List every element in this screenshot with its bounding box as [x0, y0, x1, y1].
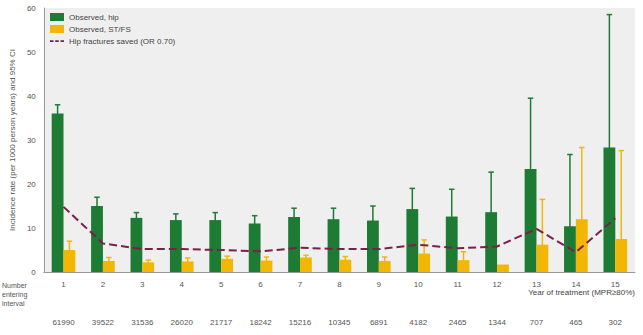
svg-text:39522: 39522 [92, 318, 115, 327]
svg-text:707: 707 [530, 318, 544, 327]
svg-text:18242: 18242 [249, 318, 272, 327]
svg-text:Observed, ST/FS: Observed, ST/FS [69, 25, 131, 34]
svg-text:60: 60 [27, 4, 36, 13]
svg-text:3: 3 [140, 280, 145, 289]
svg-text:15216: 15216 [289, 318, 312, 327]
svg-text:Observed, hip: Observed, hip [69, 13, 119, 22]
svg-text:Incidence rate (per 1000 perso: Incidence rate (per 1000 person years) a… [8, 49, 17, 231]
svg-text:Year of treatment (MPR≥80%): Year of treatment (MPR≥80%) [528, 288, 635, 297]
svg-text:4: 4 [180, 280, 185, 289]
svg-text:11: 11 [453, 280, 462, 289]
svg-text:10: 10 [27, 224, 36, 233]
svg-text:0: 0 [31, 268, 36, 277]
svg-text:26020: 26020 [171, 318, 194, 327]
svg-text:40: 40 [27, 92, 36, 101]
svg-text:1344: 1344 [488, 318, 506, 327]
svg-text:10345: 10345 [328, 318, 351, 327]
svg-text:31536: 31536 [131, 318, 154, 327]
svg-text:6891: 6891 [370, 318, 388, 327]
svg-text:Hip fractures saved (OR 0.70): Hip fractures saved (OR 0.70) [69, 37, 176, 46]
svg-text:9: 9 [377, 280, 382, 289]
svg-text:8: 8 [337, 280, 342, 289]
svg-text:465: 465 [569, 318, 583, 327]
svg-text:1: 1 [61, 280, 66, 289]
svg-text:30: 30 [27, 136, 36, 145]
svg-text:4182: 4182 [409, 318, 427, 327]
svg-text:2: 2 [101, 280, 106, 289]
svg-text:entering: entering [2, 291, 29, 299]
svg-text:302: 302 [609, 318, 623, 327]
svg-text:interval: interval [2, 300, 25, 307]
svg-text:21717: 21717 [210, 318, 233, 327]
svg-text:5: 5 [219, 280, 224, 289]
svg-text:50: 50 [27, 48, 36, 57]
svg-text:15: 15 [611, 280, 620, 289]
svg-text:7: 7 [298, 280, 303, 289]
svg-text:6: 6 [258, 280, 263, 289]
svg-text:20: 20 [27, 180, 36, 189]
svg-text:12: 12 [493, 280, 502, 289]
svg-text:10: 10 [414, 280, 423, 289]
svg-text:Number: Number [2, 282, 29, 289]
svg-text:14: 14 [571, 280, 580, 289]
svg-text:61990: 61990 [52, 318, 75, 327]
svg-text:13: 13 [532, 280, 541, 289]
svg-text:2465: 2465 [449, 318, 467, 327]
